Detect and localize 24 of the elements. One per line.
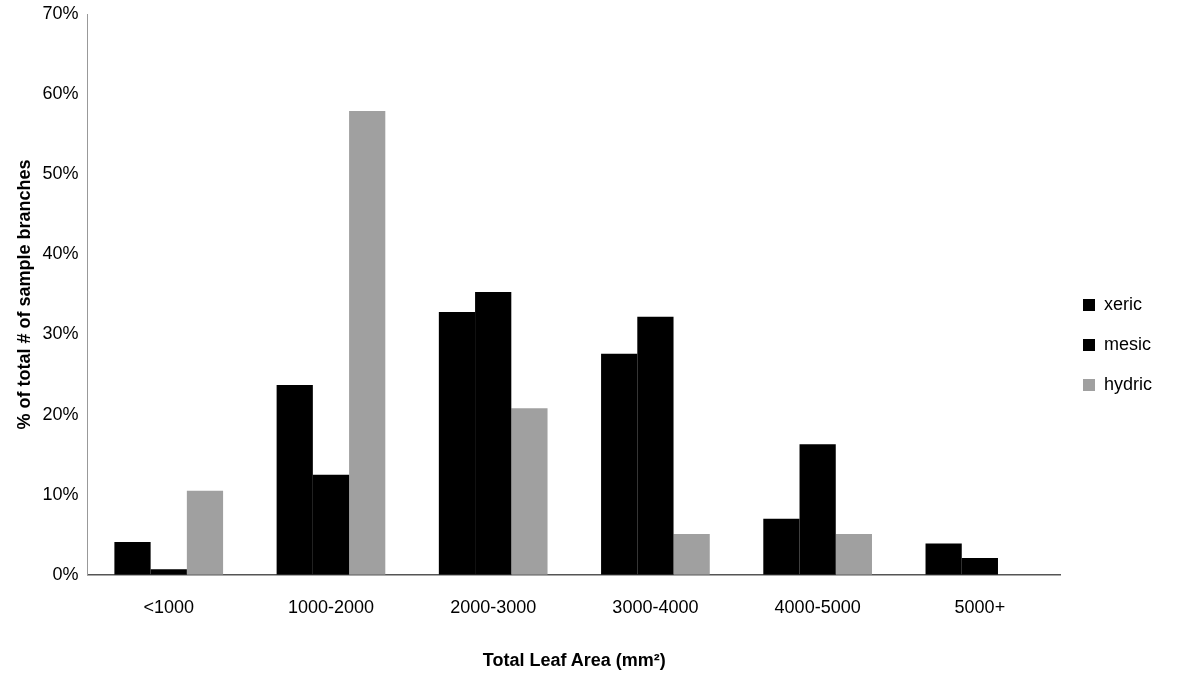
x-tick-label: 1000-2000 (287, 596, 375, 617)
y-tick-label: 20% (42, 403, 79, 424)
bar (349, 110, 386, 575)
legend-label: xeric (1103, 293, 1142, 314)
x-tick-label: 5000+ (954, 596, 1006, 617)
y-tick-label: 10% (42, 483, 79, 504)
x-axis-title: Total Leaf Area (mm²) (482, 650, 666, 671)
legend-label: mesic (1103, 333, 1151, 354)
y-axis-title: % of total # of sample branches (13, 159, 34, 430)
legend-label: hydric (1103, 373, 1152, 394)
bar (835, 533, 872, 575)
y-tick-label: 40% (42, 243, 79, 264)
y-tick-label: 30% (42, 323, 79, 344)
x-tick-label: 4000-5000 (774, 596, 861, 617)
x-tick-label: <1000 (143, 596, 195, 617)
bar (511, 408, 548, 575)
y-tick-label: 50% (42, 163, 79, 184)
y-tick-label: 70% (42, 2, 79, 23)
bar (673, 533, 710, 575)
bar (186, 490, 224, 575)
x-tick-label: 2000-3000 (450, 596, 537, 617)
x-tick-label: 3000-4000 (612, 596, 699, 617)
y-tick-label: 60% (42, 83, 79, 104)
y-tick-label: 0% (52, 563, 79, 584)
